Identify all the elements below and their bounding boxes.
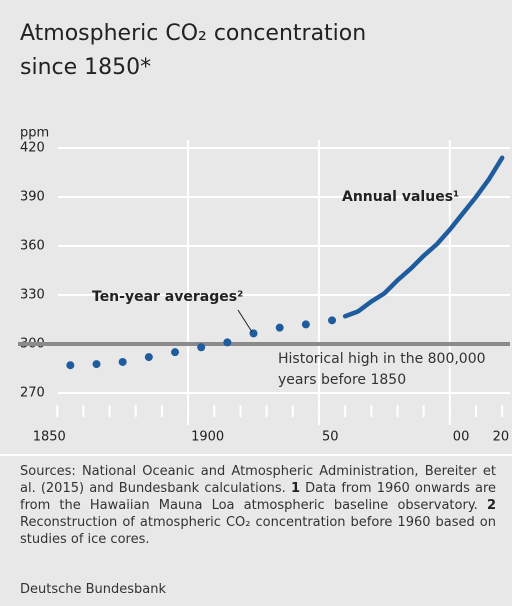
x-tick-label: 00 [453, 430, 470, 445]
chart: Atmospheric CO₂ concentration since 1850… [18, 21, 510, 445]
y-tick-label: 270 [20, 386, 45, 401]
reference-label: Historical high in the 800,000 [278, 351, 486, 367]
series-label: Ten-year averages² [92, 289, 243, 305]
x-tick-label: 1850 [33, 430, 66, 445]
leader-line [237, 309, 253, 333]
reference-label: years before 1850 [278, 372, 406, 388]
data-point [275, 323, 284, 332]
footnote: Data from 1960 onwards are from the Hawa… [20, 481, 497, 513]
y-tick-label: 330 [20, 288, 45, 303]
separator [0, 454, 512, 456]
footnote: Reconstruction of atmospheric CO₂ concen… [20, 515, 496, 547]
data-line [342, 155, 505, 319]
data-point [92, 360, 101, 369]
data-point [301, 320, 310, 329]
footnote-number: 2 [486, 498, 496, 513]
notes: Sources: National Oceanic and Atmospheri… [20, 463, 496, 548]
footnote-number: 1 [290, 481, 301, 496]
y-tick-label: 420 [20, 141, 45, 156]
y-tick-label: 390 [20, 190, 45, 205]
data-point [171, 348, 180, 357]
x-tick-label: 1900 [191, 430, 224, 445]
data-point [144, 353, 153, 362]
series-label: Annual values¹ [342, 189, 459, 205]
y-unit: ppm [20, 126, 49, 141]
data-point [223, 338, 232, 347]
sources: Sources: National Oceanic and Atmospheri… [20, 464, 496, 496]
chart-title: since 1850* [20, 55, 151, 80]
data-point [118, 357, 127, 366]
x-tick-label: 50 [322, 430, 339, 445]
data-point [66, 361, 75, 370]
chart-title: Atmospheric CO₂ concentration [20, 21, 366, 46]
x-tick-label: 20 [493, 430, 510, 445]
y-tick-label: 360 [20, 239, 45, 254]
data-point [197, 343, 206, 352]
data-point [328, 316, 337, 325]
publisher: Deutsche Bundesbank [20, 582, 167, 597]
